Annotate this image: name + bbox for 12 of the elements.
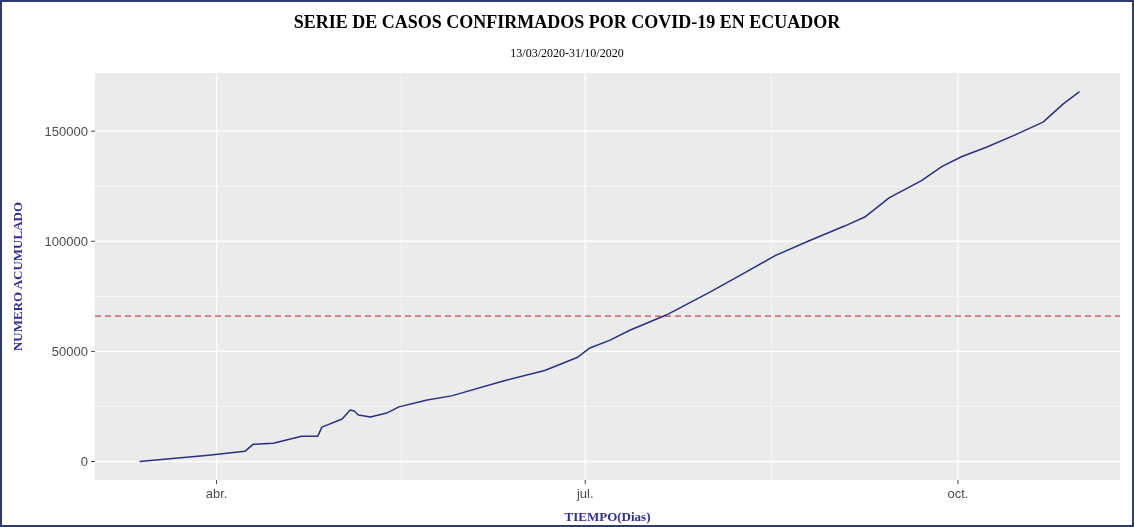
y-tick-label: 150000: [44, 123, 88, 139]
chart-subtitle: 13/03/2020-31/10/2020: [510, 46, 624, 60]
y-tick-label: 100000: [44, 233, 88, 249]
chart-title: SERIE DE CASOS CONFIRMADOS POR COVID-19 EN ECUADOR: [293, 12, 842, 32]
x-tick-label: oct.: [947, 486, 969, 501]
x-tick-label: jul.: [575, 486, 594, 501]
y-tick-label: 0: [80, 454, 88, 470]
y-tick-label: 50000: [51, 343, 88, 359]
y-axis-title: NUMERO ACUMULADO: [10, 201, 25, 352]
x-tick-label: abr.: [205, 486, 228, 501]
line-series: [138, 90, 1081, 463]
x-axis-title: TIEMPO(Dias): [564, 509, 651, 524]
